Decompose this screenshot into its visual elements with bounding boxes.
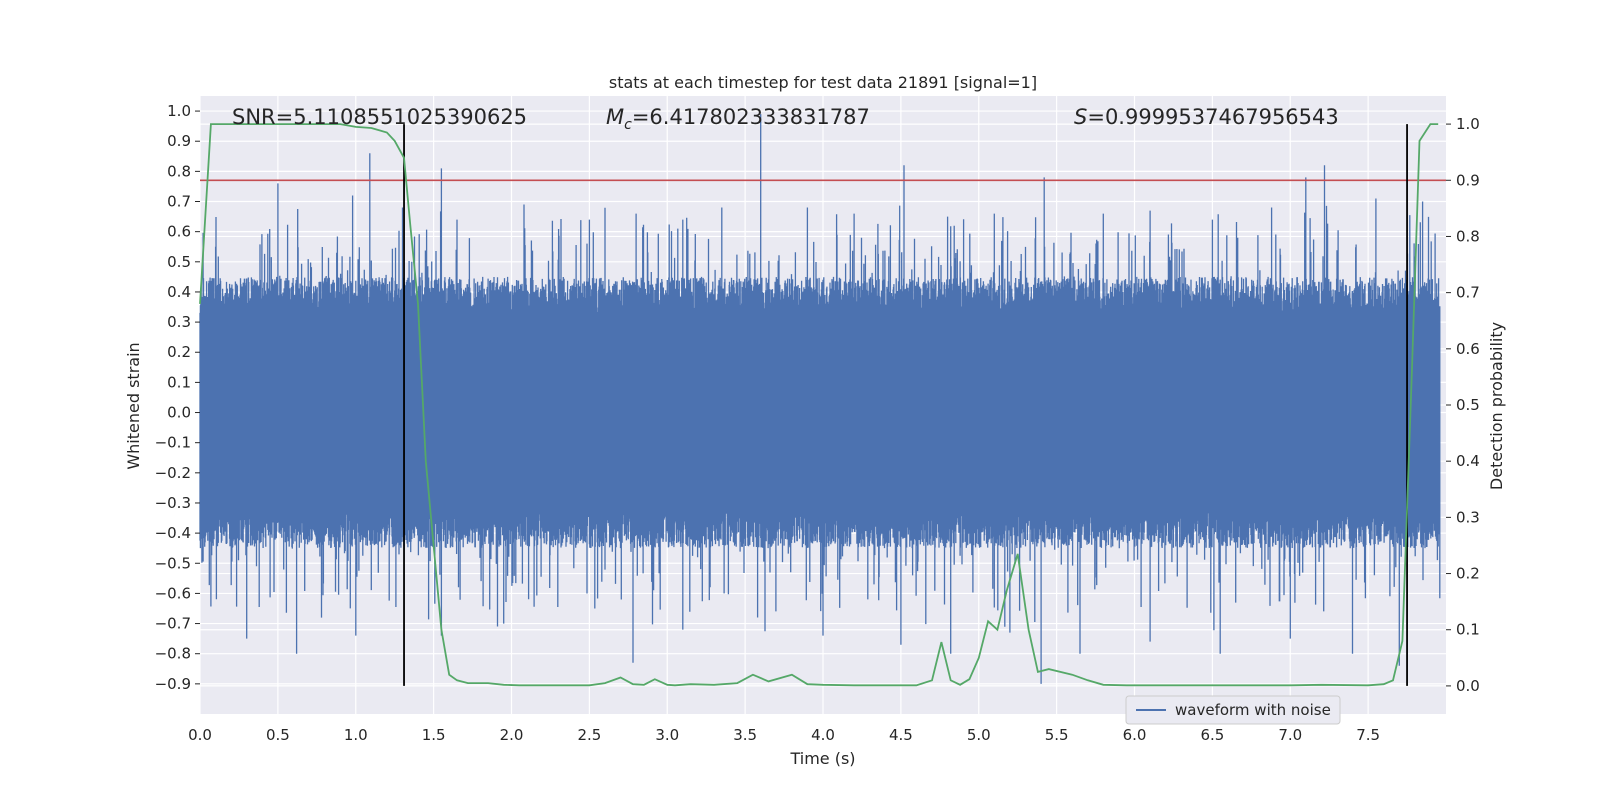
x-tick-label-0: 0.0 bbox=[188, 726, 212, 744]
legend: waveform with noise bbox=[1125, 695, 1341, 725]
y2-tick-label-5: 0.5 bbox=[1456, 396, 1480, 414]
waveform-core-band bbox=[200, 313, 1440, 513]
y-tick-label-0: 1.0 bbox=[167, 102, 191, 120]
y-axis-ticks: 1.0 0.9 0.8 0.7 0.6 0.5 0.4 0.3 0.2 0.1 0.0 −0.1 −0.… bbox=[155, 102, 200, 693]
x-tick-label-15: 7.5 bbox=[1356, 726, 1380, 744]
s-value: =0.9999537467956543 bbox=[1087, 105, 1338, 129]
detection-probability-series bbox=[199, 123, 1439, 687]
x-tick-label-11: 5.5 bbox=[1045, 726, 1069, 744]
y2-tick-label-10: 0.0 bbox=[1456, 677, 1480, 695]
y-tick-label-4: 0.6 bbox=[167, 223, 191, 241]
legend-box bbox=[1125, 695, 1341, 725]
x-tick-label-10: 5.0 bbox=[967, 726, 991, 744]
y2-axis-label: Detection probability bbox=[1487, 322, 1506, 490]
y-tick-label-9: 0.1 bbox=[167, 373, 191, 391]
y-tick-label-19: −0.9 bbox=[155, 675, 191, 693]
y-tick-label-3: 0.7 bbox=[167, 193, 191, 211]
x-tick-label-6: 3.0 bbox=[655, 726, 679, 744]
y2-axis-ticks: 1.0 0.9 0.8 0.7 0.6 0.5 0.4 0.3 0.2 0.1 0.0 bbox=[1446, 115, 1480, 695]
y-tick-label-18: −0.8 bbox=[155, 645, 191, 663]
x-tick-label-8: 4.0 bbox=[811, 726, 835, 744]
y-axis-label: Whitened strain bbox=[124, 342, 143, 469]
x-tick-label-14: 7.0 bbox=[1278, 726, 1302, 744]
y2-tick-label-3: 0.7 bbox=[1456, 284, 1480, 302]
y2-tick-label-8: 0.2 bbox=[1456, 565, 1480, 583]
vertical-markers bbox=[403, 124, 1408, 686]
x-tick-label-7: 3.5 bbox=[733, 726, 757, 744]
chart-title: stats at each timestep for test data 218… bbox=[609, 73, 1037, 92]
y-tick-label-14: −0.4 bbox=[155, 524, 191, 542]
y-tick-label-10: 0.0 bbox=[167, 404, 191, 422]
snr-annotation: SNR=5.1108551025390625 bbox=[232, 105, 527, 129]
y-tick-label-8: 0.2 bbox=[167, 343, 191, 361]
x-tick-label-1: 0.5 bbox=[266, 726, 290, 744]
mc-value: =6.417802333831787 bbox=[632, 105, 870, 129]
y-tick-label-15: −0.5 bbox=[155, 554, 191, 572]
x-tick-label-3: 1.5 bbox=[422, 726, 446, 744]
y-tick-label-1: 0.9 bbox=[167, 132, 191, 150]
y-tick-label-13: −0.3 bbox=[155, 494, 191, 512]
y-tick-label-5: 0.5 bbox=[167, 253, 191, 271]
y-tick-label-12: −0.2 bbox=[155, 464, 191, 482]
y-tick-label-7: 0.3 bbox=[167, 313, 191, 331]
y2-tick-label-0: 1.0 bbox=[1456, 115, 1480, 133]
detection-probability-line bbox=[199, 123, 1439, 687]
s-annotation: S=0.9999537467956543 bbox=[1074, 105, 1339, 129]
x-tick-label-12: 6.0 bbox=[1123, 726, 1147, 744]
x-tick-label-9: 4.5 bbox=[889, 726, 913, 744]
x-tick-label-13: 6.5 bbox=[1200, 726, 1224, 744]
y-tick-label-2: 0.8 bbox=[167, 162, 191, 180]
y2-tick-label-7: 0.3 bbox=[1456, 508, 1480, 526]
x-tick-label-2: 1.0 bbox=[344, 726, 368, 744]
y2-tick-label-2: 0.8 bbox=[1456, 227, 1480, 245]
y-tick-label-16: −0.6 bbox=[155, 584, 191, 602]
y2-tick-label-4: 0.6 bbox=[1456, 340, 1480, 358]
y2-tick-label-6: 0.4 bbox=[1456, 452, 1480, 470]
x-tick-label-4: 2.0 bbox=[500, 726, 524, 744]
y-tick-label-17: −0.7 bbox=[155, 615, 191, 633]
legend-entry-waveform: waveform with noise bbox=[1175, 701, 1331, 719]
x-tick-label-5: 2.5 bbox=[577, 726, 601, 744]
y2-tick-label-9: 0.1 bbox=[1456, 621, 1480, 639]
x-axis-label: Time (s) bbox=[789, 749, 855, 768]
y2-tick-label-1: 0.9 bbox=[1456, 171, 1480, 189]
mc-annotation: Mc=6.417802333831787 bbox=[606, 105, 870, 133]
x-axis-ticks: 0.0 0.5 1.0 1.5 2.0 2.5 3.0 3.5 4.0 4.5 5.0 5.5 6.0 6… bbox=[188, 726, 1380, 744]
y-tick-label-6: 0.4 bbox=[167, 283, 191, 301]
waveform-with-noise-series bbox=[199, 114, 1441, 684]
y-tick-label-11: −0.1 bbox=[155, 434, 191, 452]
